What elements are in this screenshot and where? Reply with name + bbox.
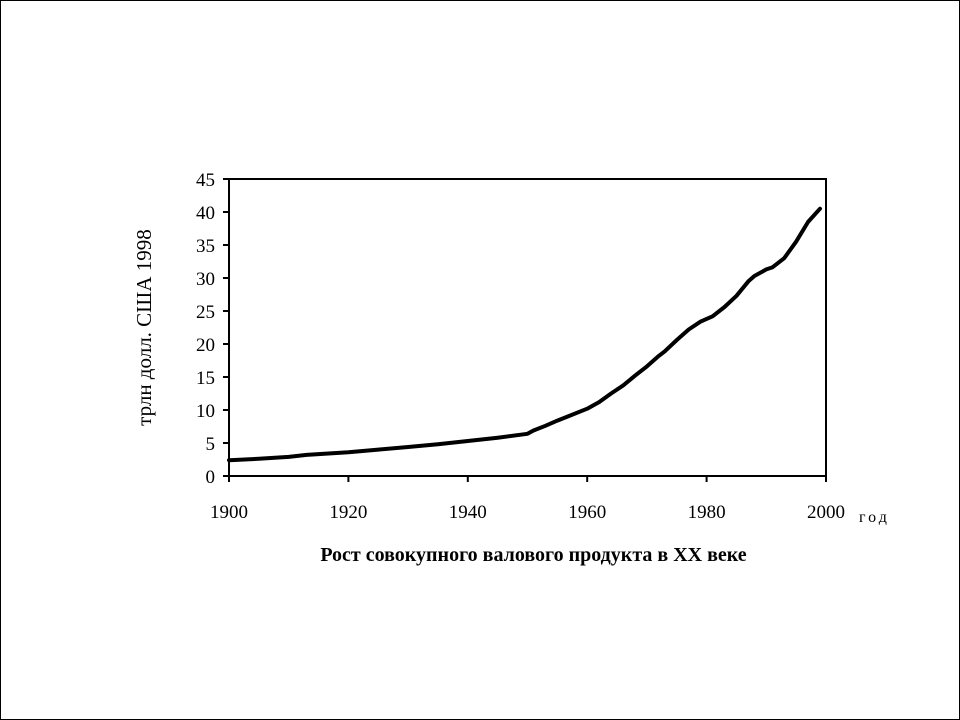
y-tick-label: 40 [196,203,215,224]
y-tick-label: 5 [206,434,216,455]
y-tick-label: 20 [196,335,215,356]
x-axis-unit-label: год [859,509,890,526]
x-axis-ticks: 1900 1920 1940 1960 1980 2000 [210,476,845,523]
y-tick-label: 0 [206,467,216,488]
y-tick-label: 10 [196,401,215,422]
chart-caption: Рост совокупного валового продукта в XX … [320,544,746,566]
y-tick-label: 45 [196,170,215,191]
x-tick-label: 1900 [210,502,248,523]
x-tick-label: 1920 [329,502,367,523]
y-tick-label: 35 [196,236,215,257]
x-tick-label: 1980 [688,502,726,523]
x-tick-label: 2000 [807,502,845,523]
x-tick-label: 1940 [449,502,487,523]
y-axis-ticks: 0 5 10 15 20 25 30 35 40 45 [196,170,229,488]
y-tick-label: 25 [196,302,215,323]
y-tick-label: 30 [196,269,215,290]
plot-area [228,178,827,477]
y-axis-label: трлн долл. США 1998 [132,229,156,426]
series-line [227,206,822,463]
x-tick-label: 1960 [568,502,606,523]
y-tick-label: 15 [196,368,215,389]
